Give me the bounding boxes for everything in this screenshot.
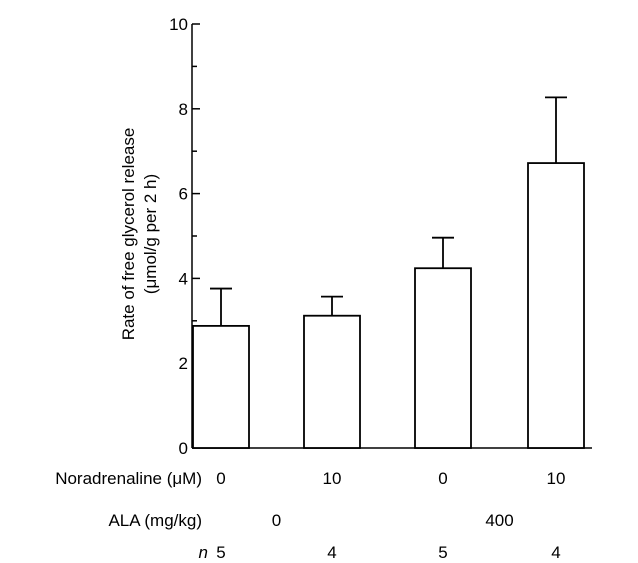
- row-label-n: n: [199, 543, 208, 562]
- row-value-noradrenaline: 0: [216, 469, 225, 488]
- error-bars: [210, 96, 567, 326]
- row-group-ala: 400: [485, 511, 513, 530]
- row-value-n: 5: [438, 543, 447, 562]
- y-ticks: 0 2 4 6 8 10: [169, 15, 200, 458]
- row-group-ala: 0: [272, 511, 281, 530]
- y-tick-label: 4: [179, 269, 188, 288]
- y-axis-label-line1: Rate of free glycerol release: [119, 128, 138, 341]
- bar: [192, 324, 250, 449]
- y-tick-label: 10: [169, 15, 188, 34]
- row-value-n: 4: [327, 543, 336, 562]
- row-value-noradrenaline: 10: [323, 469, 342, 488]
- row-value-noradrenaline: 10: [547, 469, 566, 488]
- y-tick-label: 2: [179, 354, 188, 373]
- category-table: Noradrenaline (μM) 0 10 0 10 ALA (mg/kg) 0 400 n…: [55, 469, 565, 562]
- y-tick-label: 6: [179, 185, 188, 204]
- row-label-ala: ALA (mg/kg): [108, 511, 202, 530]
- row-value-n: 4: [551, 543, 560, 562]
- row-value-noradrenaline: 0: [438, 469, 447, 488]
- row-label-noradrenaline: Noradrenaline (μM): [55, 469, 202, 488]
- bar: [303, 314, 361, 449]
- y-axis-label-line2: (μmol/g per 2 h): [141, 174, 160, 294]
- bars: [192, 162, 585, 449]
- row-value-n: 5: [216, 543, 225, 562]
- y-tick-label: 0: [179, 439, 188, 458]
- bar: [414, 267, 472, 449]
- bar: [527, 162, 585, 449]
- y-tick-label: 8: [179, 100, 188, 119]
- y-axis-label: Rate of free glycerol release (μmol/g pe…: [119, 128, 160, 341]
